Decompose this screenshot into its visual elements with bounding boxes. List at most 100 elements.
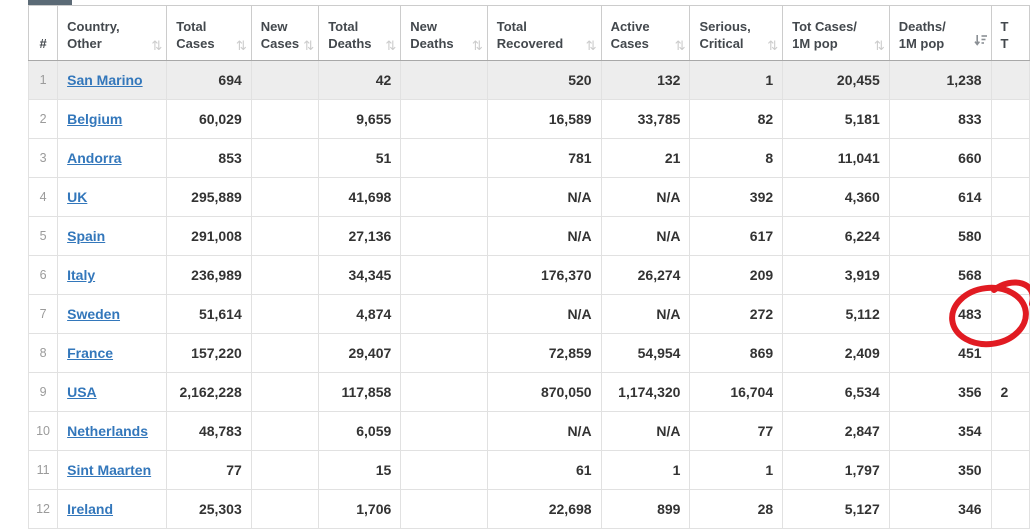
total_deaths-cell: 9,655	[318, 99, 402, 139]
country-link[interactable]: Italy	[67, 267, 96, 283]
tot_cases_1m-cell: 2,847	[782, 411, 890, 451]
tot_cases_1m-cell: 6,224	[782, 216, 890, 256]
table-row-sweden: 7 Sweden 51,614 4,874 N/A N/A 272 5,112 483	[27, 294, 1030, 334]
deaths_1m-cell: 354	[888, 411, 992, 451]
country-link[interactable]: France	[67, 345, 114, 361]
table-body: 1 San Marino 694 42 520 132 1 20,455 1,238 2 Belgi…	[27, 60, 1030, 529]
rank-cell: 2	[27, 99, 59, 139]
country-link[interactable]: Sint Maarten	[67, 462, 152, 478]
active_cases-cell: 132	[600, 60, 691, 100]
tests_clipped-cell	[990, 255, 1030, 295]
total_cases-cell: 60,029	[166, 99, 252, 139]
total_recovered-cell: 61	[486, 450, 602, 490]
country-cell: France	[57, 333, 168, 373]
table-row-belgium: 2 Belgium 60,029 9,655 16,589 33,785 82 5,181 83…	[27, 99, 1030, 139]
tests_clipped-cell	[990, 216, 1030, 256]
column-header-label: Deaths	[410, 36, 454, 52]
rank-cell: 1	[27, 60, 59, 100]
new_deaths-cell	[400, 333, 488, 373]
total_recovered-cell: 870,050	[486, 372, 602, 412]
sort-both-icon[interactable]: ⇅	[235, 39, 247, 54]
total_recovered-cell: 176,370	[486, 255, 602, 295]
country-link[interactable]: Spain	[67, 228, 106, 244]
total_cases-cell: 694	[166, 60, 252, 100]
new_deaths-cell	[400, 216, 488, 256]
new_cases-cell	[250, 216, 320, 256]
sort-both-icon[interactable]: ⇅	[585, 39, 597, 54]
column-header-country[interactable]: Country, Other ⇅	[57, 5, 168, 61]
country-link[interactable]: Belgium	[67, 111, 123, 127]
new_cases-cell	[250, 60, 320, 100]
sort-both-icon[interactable]: ⇅	[151, 39, 163, 54]
sort-both-icon[interactable]: ⇅	[674, 39, 686, 54]
tests_clipped-cell	[990, 333, 1030, 373]
column-header-active_cases[interactable]: Active Cases ⇅	[600, 5, 691, 61]
country-link[interactable]: Ireland	[67, 501, 114, 517]
country-link[interactable]: Andorra	[67, 150, 122, 166]
rank-cell: 12	[27, 489, 59, 529]
deaths_1m-cell: 346	[888, 489, 992, 529]
column-header-total_cases[interactable]: Total Cases ⇅	[166, 5, 252, 61]
tot_cases_1m-cell: 6,534	[782, 372, 890, 412]
column-header-serious_critical[interactable]: Serious, Critical ⇅	[689, 5, 784, 61]
column-header-deaths_1m[interactable]: Deaths/1M pop	[888, 5, 992, 61]
column-header-label: Other	[67, 36, 102, 52]
country-link[interactable]: USA	[67, 384, 97, 400]
country-link[interactable]: UK	[67, 189, 88, 205]
column-header-label: 1M pop	[792, 36, 838, 52]
tests_clipped-cell	[990, 294, 1030, 334]
deaths_1m-cell: 356	[888, 372, 992, 412]
sort-both-icon[interactable]: ⇅	[471, 39, 483, 54]
sort-both-icon[interactable]: ⇅	[385, 39, 397, 54]
new_deaths-cell	[400, 99, 488, 139]
sort-both-icon[interactable]: ⇅	[873, 39, 885, 54]
new_cases-cell	[250, 177, 320, 217]
new_cases-cell	[250, 411, 320, 451]
active_cases-cell: 899	[600, 489, 691, 529]
rank-cell: 10	[27, 411, 59, 451]
active-tab-stub[interactable]	[28, 0, 72, 5]
column-header-label: New	[260, 18, 288, 34]
total_recovered-cell: N/A	[486, 294, 602, 334]
active_cases-cell: 54,954	[600, 333, 691, 373]
new_deaths-cell	[400, 372, 488, 412]
new_deaths-cell	[400, 138, 488, 178]
column-header-label: 1M pop	[898, 36, 945, 52]
new_deaths-cell	[400, 60, 488, 100]
column-header-label: Total	[496, 18, 527, 34]
column-header-new_deaths[interactable]: New Deaths ⇅	[400, 5, 488, 61]
active_cases-cell: 1	[600, 450, 691, 490]
country-link[interactable]: Sweden	[67, 306, 121, 322]
tot_cases_1m-cell: 5,112	[782, 294, 890, 334]
country-cell: Andorra	[57, 138, 168, 178]
country-cell: USA	[57, 372, 168, 412]
country-link[interactable]: Netherlands	[67, 423, 149, 439]
active_cases-cell: N/A	[600, 411, 691, 451]
rank-cell: 5	[27, 216, 59, 256]
new_deaths-cell	[400, 411, 488, 451]
total_cases-cell: 77	[166, 450, 252, 490]
sort-both-icon[interactable]: ⇅	[303, 39, 315, 54]
deaths_1m-cell: 833	[888, 99, 992, 139]
serious_critical-cell: 617	[689, 216, 784, 256]
sort-descending-icon[interactable]	[973, 33, 988, 51]
column-header-new_cases[interactable]: New Cases ⇅	[250, 5, 320, 61]
column-header-label: T	[1000, 36, 1009, 52]
total_deaths-cell: 34,345	[318, 255, 402, 295]
country-link[interactable]: San Marino	[67, 72, 143, 88]
rank-cell: 9	[27, 372, 59, 412]
total_recovered-cell: 520	[486, 60, 602, 100]
serious_critical-cell: 1	[689, 450, 784, 490]
rank-cell: 7	[27, 294, 59, 334]
column-header-total_recovered[interactable]: Total Recovered ⇅	[486, 5, 602, 61]
total_deaths-cell: 117,858	[318, 372, 402, 412]
tot_cases_1m-cell: 2,409	[782, 333, 890, 373]
tests_clipped-cell: 2	[990, 372, 1030, 412]
column-header-total_deaths[interactable]: Total Deaths ⇅	[318, 5, 402, 61]
sort-both-icon[interactable]: ⇅	[767, 39, 779, 54]
new_deaths-cell	[400, 177, 488, 217]
table-row-sint-maarten: 11 Sint Maarten 77 15 61 1 1 1,797 350	[27, 450, 1030, 490]
column-header-tot_cases_1m[interactable]: Tot Cases/1M pop ⇅	[782, 5, 890, 61]
